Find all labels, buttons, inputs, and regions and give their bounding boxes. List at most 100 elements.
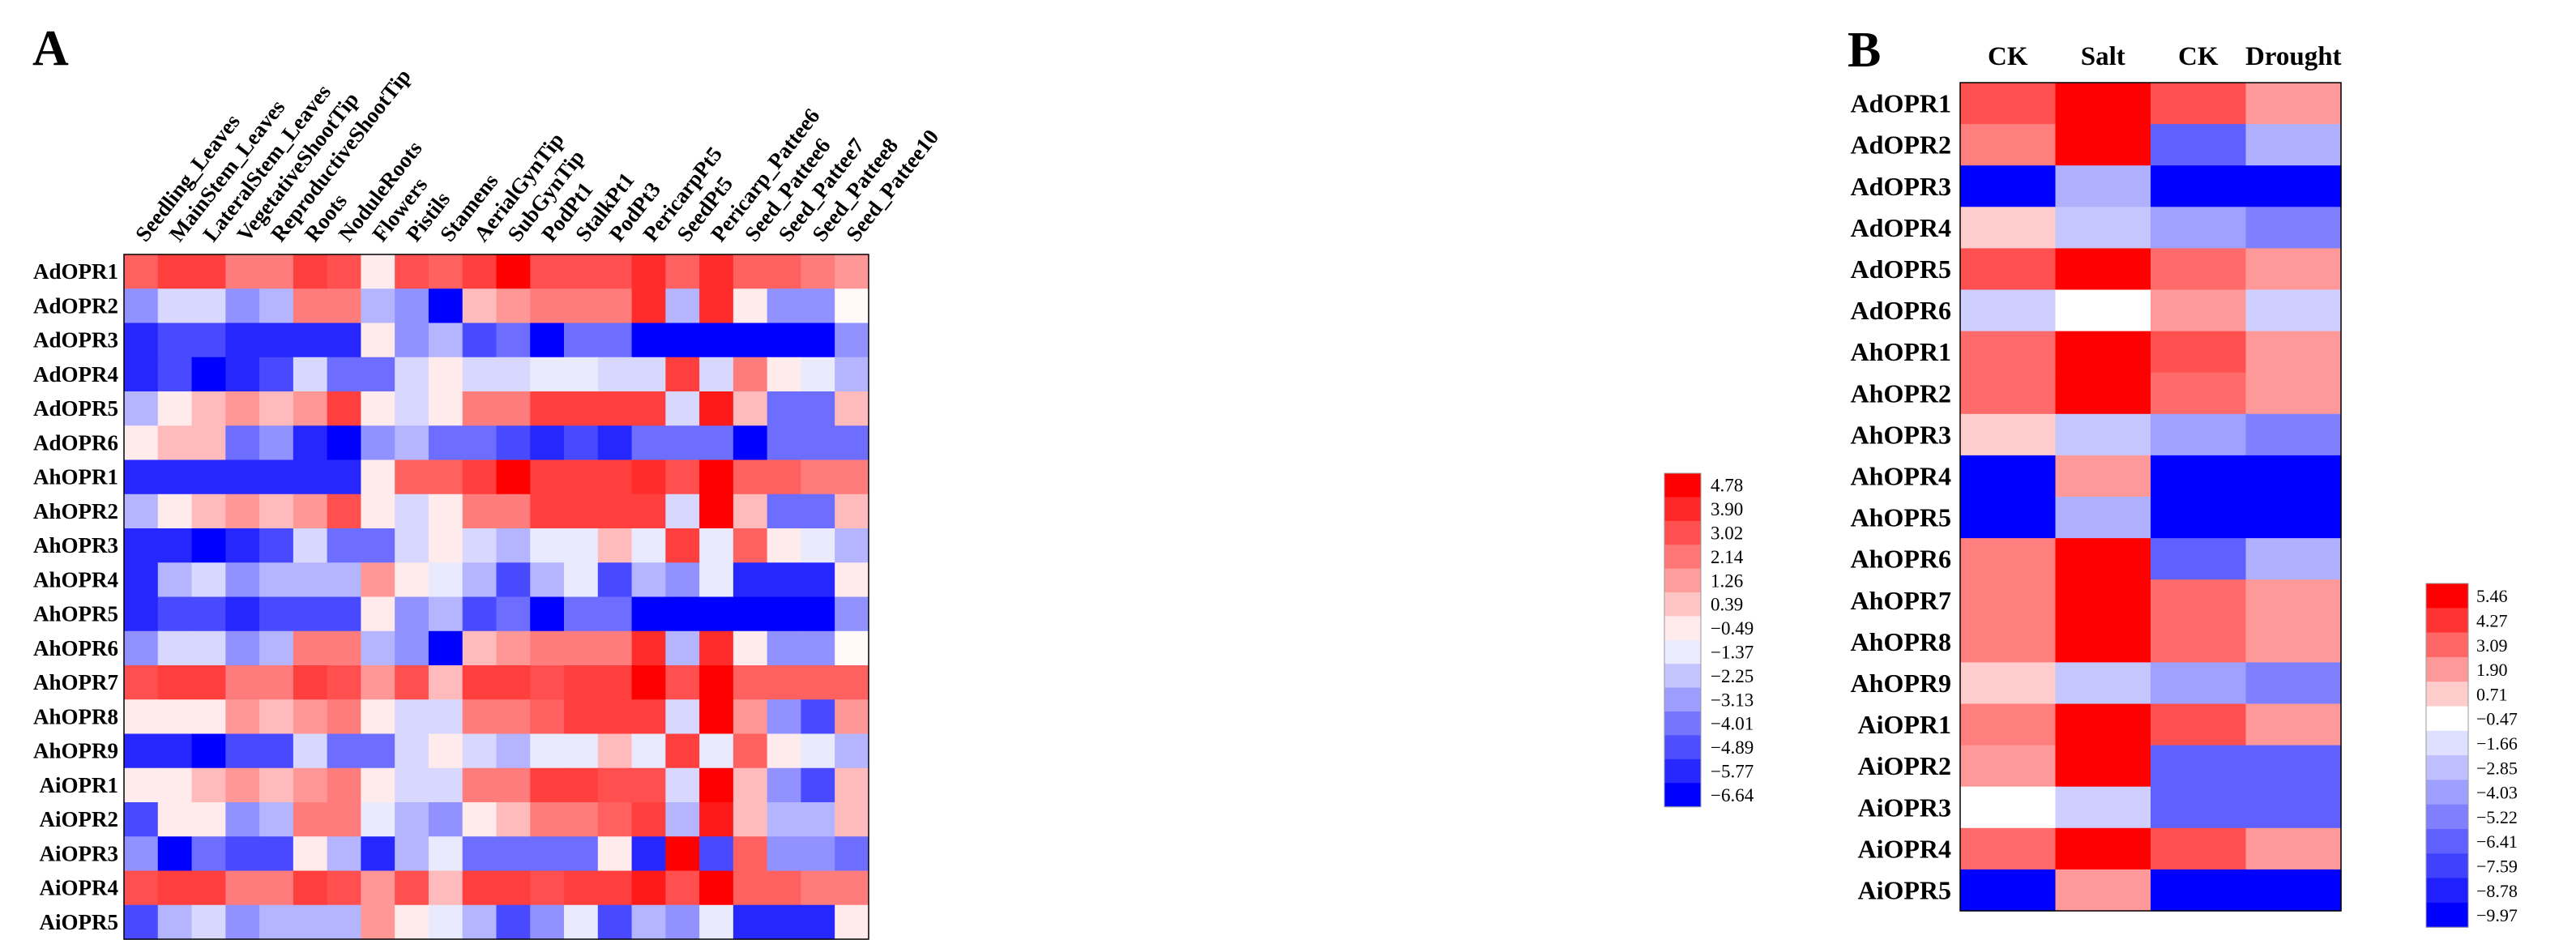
heatmap-cell [361, 630, 395, 666]
panel-b-legend: 5.46 4.27 3.09 1.90 0.71 −0.47 −1.66 −2.85 −4.03… [2425, 583, 2518, 928]
heatmap-cell [631, 836, 666, 872]
heatmap-cell [462, 836, 498, 872]
heatmap-cell [733, 254, 768, 289]
column-label: CK [1988, 42, 2028, 71]
heatmap-cell [699, 699, 734, 735]
heatmap-cell [395, 767, 429, 803]
heatmap-cell [530, 254, 565, 289]
heatmap-cell [564, 596, 599, 632]
heatmap-cell [124, 357, 159, 392]
heatmap-cell [496, 802, 531, 837]
heatmap-cell [124, 562, 159, 598]
heatmap-cell [191, 528, 226, 563]
legend-swatch [2426, 730, 2468, 756]
heatmap-cell [2151, 124, 2247, 166]
heatmap-cell [395, 904, 429, 940]
heatmap-cell [225, 836, 260, 872]
heatmap-cell [597, 254, 633, 289]
heatmap-cell [835, 528, 869, 563]
heatmap-cell [124, 323, 159, 358]
heatmap-cell [225, 288, 260, 324]
heatmap-cell [496, 254, 531, 289]
heatmap-cell [597, 425, 633, 461]
heatmap-cell [530, 596, 565, 632]
heatmap-cell [428, 391, 464, 426]
heatmap-cell [733, 357, 768, 392]
heatmap-cell [597, 562, 633, 598]
heatmap-cell [462, 904, 498, 940]
heatmap-cell [124, 870, 159, 906]
heatmap-cell [428, 767, 464, 803]
heatmap-cell [157, 323, 193, 358]
heatmap-cell [564, 767, 599, 803]
heatmap-cell [259, 357, 294, 392]
row-label: AhOPR2 [1851, 378, 1951, 408]
heatmap-cell [699, 802, 734, 837]
heatmap-cell [597, 288, 633, 324]
heatmap-cell [530, 357, 565, 392]
heatmap-cell [225, 596, 260, 632]
heatmap-cell [2245, 207, 2342, 249]
heatmap-cell [124, 459, 159, 495]
heatmap-cell [835, 254, 869, 289]
heatmap-cell [293, 733, 328, 769]
legend-swatch [2426, 656, 2468, 682]
heatmap-cell [733, 699, 768, 735]
legend-tick-label: 1.90 [2476, 660, 2508, 680]
heatmap-cell [835, 494, 869, 529]
heatmap-cell [124, 596, 159, 632]
heatmap-cell [699, 733, 734, 769]
heatmap-cell [767, 904, 801, 940]
row-label: AiOPR2 [40, 807, 119, 831]
heatmap-cell [462, 870, 498, 906]
heatmap-cell [631, 288, 666, 324]
heatmap-cell [124, 699, 159, 735]
heatmap-cell [699, 562, 734, 598]
heatmap-cell [665, 425, 700, 461]
heatmap-cell [665, 733, 700, 769]
heatmap-cell [395, 391, 429, 426]
heatmap-cell [259, 323, 294, 358]
legend-tick-label: −7.59 [2476, 856, 2518, 876]
heatmap-cell [496, 596, 531, 632]
heatmap-frame [123, 254, 869, 940]
heatmap-cell [767, 596, 801, 632]
heatmap-cell [225, 494, 260, 529]
heatmap-cell [530, 288, 565, 324]
heatmap-cell [395, 870, 429, 906]
heatmap-cell [259, 699, 294, 735]
heatmap-cell [124, 904, 159, 940]
heatmap-cell [327, 323, 361, 358]
heatmap-cell [2055, 538, 2151, 580]
heatmap-cell [327, 802, 361, 837]
heatmap-cell [259, 391, 294, 426]
heatmap-cell [395, 494, 429, 529]
row-label: AiOPR1 [40, 773, 119, 797]
heatmap-cell [2151, 83, 2247, 125]
heatmap-cell [395, 528, 429, 563]
heatmap-cell [2151, 207, 2247, 249]
heatmap-cell [496, 904, 531, 940]
heatmap-cell [631, 528, 666, 563]
heatmap-cell [835, 802, 869, 837]
panel-label: A [32, 21, 69, 76]
heatmap-cell [665, 459, 700, 495]
heatmap-cell [835, 665, 869, 700]
heatmap-cell [767, 459, 801, 495]
heatmap-cell [835, 596, 869, 632]
heatmap-cell [462, 699, 498, 735]
legend-swatch [1664, 497, 1701, 522]
heatmap-cell [597, 528, 633, 563]
heatmap-cell [462, 733, 498, 769]
heatmap-cell [2055, 745, 2151, 788]
heatmap-cell [597, 391, 633, 426]
legend-tick-label: 0.39 [1711, 595, 1743, 615]
heatmap-cell [835, 767, 869, 803]
heatmap-cell [361, 528, 395, 563]
heatmap-cell [530, 494, 565, 529]
legend-swatch [1664, 735, 1701, 760]
heatmap-cell [462, 288, 498, 324]
heatmap-cell [1960, 579, 2057, 622]
heatmap-cell [1960, 786, 2057, 829]
heatmap-cell [462, 596, 498, 632]
